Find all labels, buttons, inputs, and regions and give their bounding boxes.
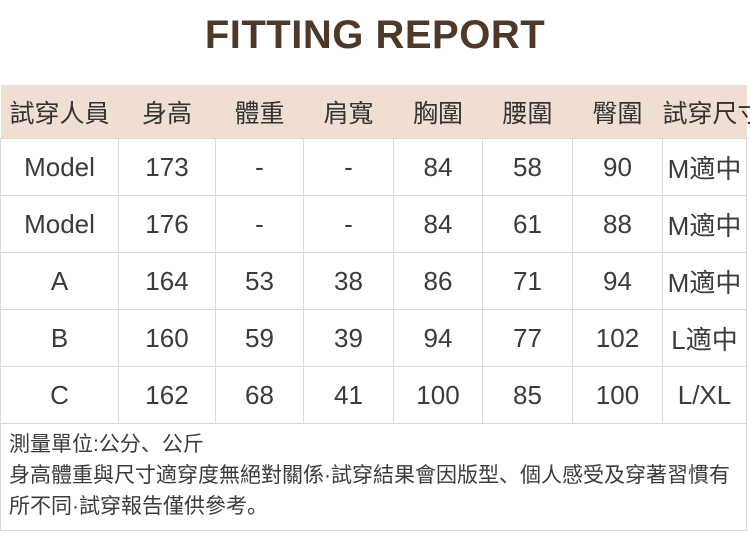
cell-tester: B [0, 309, 119, 367]
page-title: FITTING REPORT [204, 13, 546, 57]
col-header-size: 試穿尺寸 [662, 85, 750, 139]
cell-height: 176 [118, 195, 216, 253]
cell-size: M適中 [662, 195, 747, 253]
cell-tester: A [0, 252, 119, 310]
col-header-waist: 腰圍 [482, 85, 573, 139]
col-header-height: 身高 [118, 85, 216, 139]
cell-hip: 94 [572, 252, 663, 310]
table-row: C 162 68 41 100 85 100 L/XL [0, 366, 747, 424]
cell-weight: 53 [215, 252, 304, 310]
cell-chest: 100 [393, 366, 483, 424]
cell-waist: 77 [482, 309, 573, 367]
cell-shoulder: - [303, 138, 394, 196]
table-header-row: 試穿人員 身高 體重 肩寬 胸圍 腰圍 臀圍 試穿尺寸 [0, 85, 750, 139]
measurement-unit-note: 測量單位:公分、公斤 [9, 433, 204, 456]
cell-weight: 59 [215, 309, 304, 367]
col-header-shoulder: 肩寬 [303, 85, 394, 139]
table-row: Model 173 - - 84 58 90 M適中 [0, 138, 747, 196]
cell-size: M適中 [662, 138, 747, 196]
cell-chest: 84 [393, 138, 483, 196]
col-header-hip: 臀圍 [572, 85, 663, 139]
notes-cell: 測量單位:公分、公斤 身高體重與尺寸適穿度無絕對關係·試穿結果會因版型、個人感受… [0, 423, 747, 531]
fitting-report-table: 試穿人員 身高 體重 肩寬 胸圍 腰圍 臀圍 試穿尺寸 Model 173 - … [0, 85, 750, 531]
col-header-chest: 胸圍 [393, 85, 483, 139]
cell-weight: 68 [215, 366, 304, 424]
cell-hip: 100 [572, 366, 663, 424]
table-row: Model 176 - - 84 61 88 M適中 [0, 195, 747, 253]
table-row: B 160 59 39 94 77 102 L適中 [0, 309, 747, 367]
cell-tester: Model [0, 195, 119, 253]
cell-size: L適中 [662, 309, 747, 367]
cell-height: 164 [118, 252, 216, 310]
cell-chest: 94 [393, 309, 483, 367]
table-footer-row: 測量單位:公分、公斤 身高體重與尺寸適穿度無絕對關係·試穿結果會因版型、個人感受… [0, 423, 747, 531]
col-header-tester: 試穿人員 [0, 85, 119, 139]
col-header-weight: 體重 [215, 85, 304, 139]
cell-weight: - [215, 195, 304, 253]
cell-chest: 84 [393, 195, 483, 253]
cell-chest: 86 [393, 252, 483, 310]
cell-waist: 61 [482, 195, 573, 253]
cell-hip: 90 [572, 138, 663, 196]
cell-height: 173 [118, 138, 216, 196]
cell-waist: 85 [482, 366, 573, 424]
cell-shoulder: 38 [303, 252, 394, 310]
cell-size: L/XL [662, 366, 747, 424]
cell-shoulder: 41 [303, 366, 394, 424]
cell-hip: 102 [572, 309, 663, 367]
cell-size: M適中 [662, 252, 747, 310]
table-row: A 164 53 38 86 71 94 M適中 [0, 252, 747, 310]
cell-height: 160 [118, 309, 216, 367]
cell-shoulder: 39 [303, 309, 394, 367]
cell-tester: Model [0, 138, 119, 196]
cell-waist: 58 [482, 138, 573, 196]
cell-weight: - [215, 138, 304, 196]
cell-shoulder: - [303, 195, 394, 253]
disclaimer-note: 身高體重與尺寸適穿度無絕對關係·試穿結果會因版型、個人感受及穿著習慣有所不同·試… [9, 464, 730, 518]
cell-waist: 71 [482, 252, 573, 310]
cell-tester: C [0, 366, 119, 424]
cell-height: 162 [118, 366, 216, 424]
cell-hip: 88 [572, 195, 663, 253]
